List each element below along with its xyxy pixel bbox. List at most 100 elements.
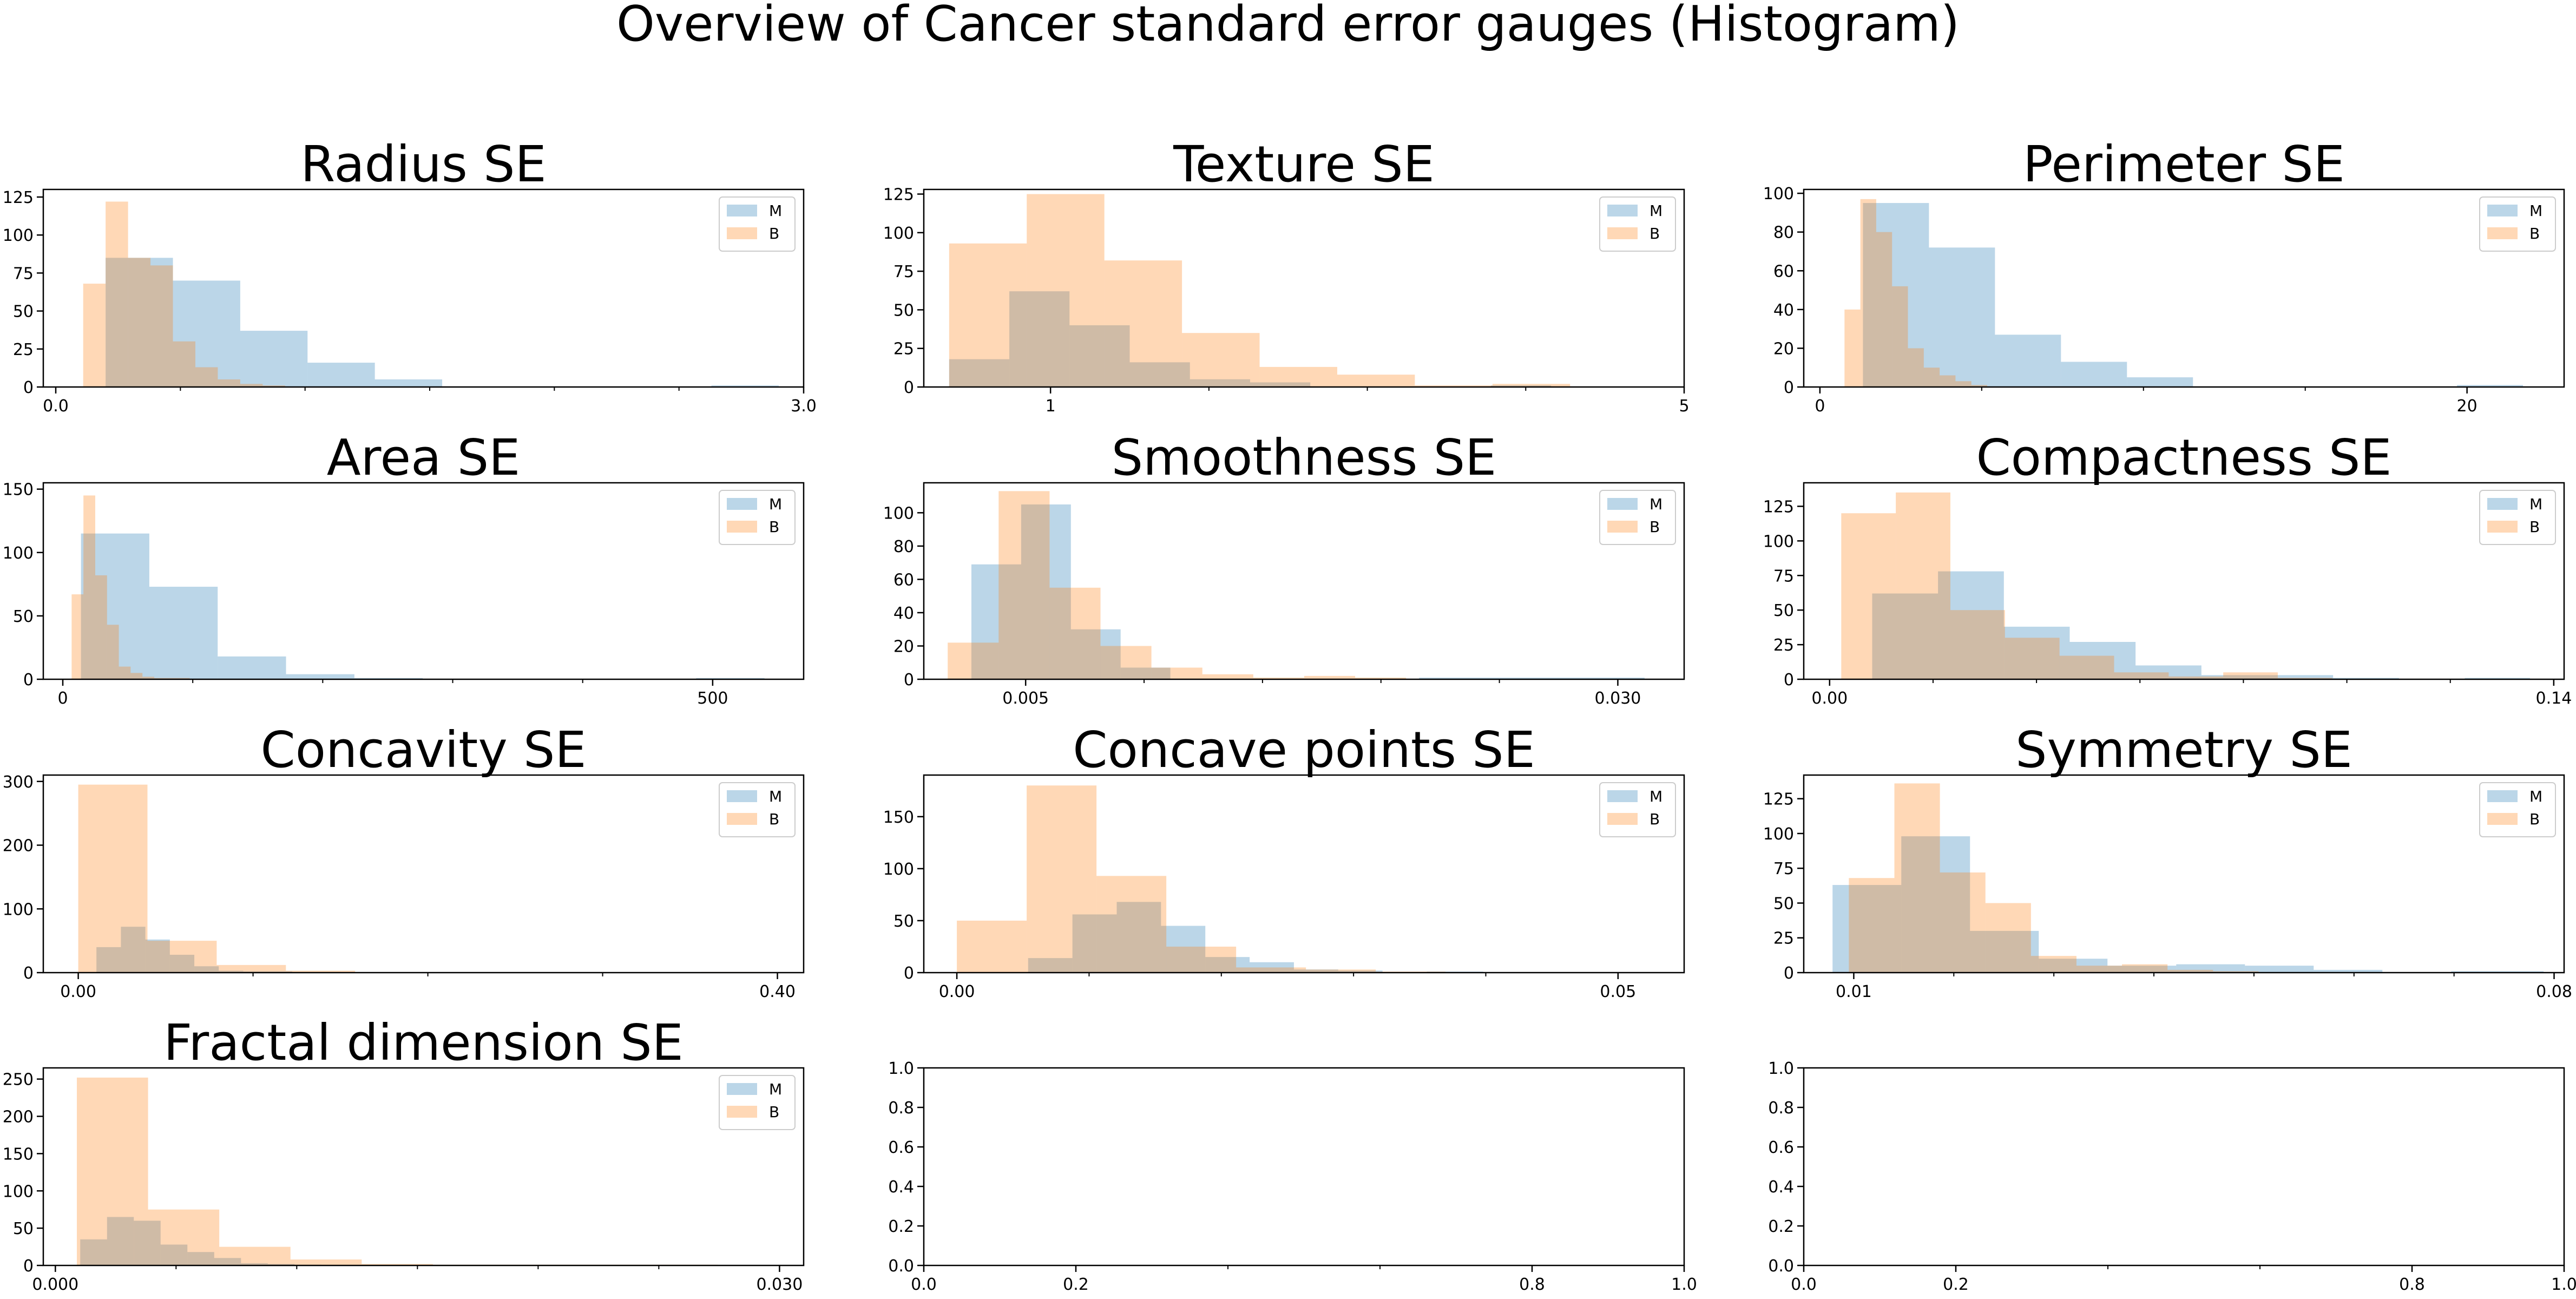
bar-B-7 xyxy=(142,677,155,679)
y-tick-label: 100 xyxy=(883,224,914,243)
x-tick-label: 0.05 xyxy=(1600,982,1636,1001)
bar-B-1 xyxy=(957,920,1027,973)
bar-M-3 xyxy=(134,1221,161,1265)
x-tick-label: 0.030 xyxy=(1595,689,1641,708)
legend-label-M: M xyxy=(769,1080,782,1098)
bar-B-4 xyxy=(1985,903,2031,973)
bar-B-1 xyxy=(71,594,84,679)
bar-B-2 xyxy=(1860,199,1876,387)
legend-label-B: B xyxy=(1650,518,1660,536)
x-tick-label: 0.0 xyxy=(911,1275,937,1294)
legend-swatch-B xyxy=(1607,813,1638,825)
bar-M-3 xyxy=(218,656,286,679)
legend-label-B: B xyxy=(769,518,779,536)
bar-B-6 xyxy=(1202,674,1253,679)
legend-label-M: M xyxy=(1650,788,1662,805)
legend: MB xyxy=(719,1075,796,1130)
bar-M-2 xyxy=(1021,504,1071,679)
bar-M-1 xyxy=(96,947,121,973)
subplot-2: Texture SE 0 25 50 75 100 125 1 5 MB xyxy=(883,135,1690,416)
bar-M-1 xyxy=(1863,203,1929,387)
bar-B-3 xyxy=(1950,610,2005,679)
y-tick-label: 125 xyxy=(1763,790,1794,809)
y-tick-label: 0.4 xyxy=(888,1178,914,1197)
legend: MB xyxy=(719,196,796,252)
y-tick-label: 80 xyxy=(893,537,914,556)
y-tick-label: 50 xyxy=(13,303,34,322)
bar-B-3 xyxy=(1876,232,1892,387)
bar-B-7 xyxy=(2168,676,2224,679)
x-tick-label: 0.2 xyxy=(1943,1275,1969,1294)
y-tick-label: 100 xyxy=(883,860,914,879)
bar-M-2 xyxy=(1009,291,1070,387)
bar-M-7 xyxy=(2267,675,2334,679)
bar-M-5 xyxy=(1190,379,1250,387)
y-tick-label: 40 xyxy=(893,604,914,623)
subplot-title: Symmetry SE xyxy=(2015,721,2352,779)
bar-B-8 xyxy=(2167,969,2213,973)
bar-M-4 xyxy=(160,1244,188,1265)
bar-B-4 xyxy=(1892,286,1908,387)
bar-M-2 xyxy=(1072,914,1117,973)
legend-swatch-M xyxy=(1607,498,1638,510)
figure-title: Overview of Cancer standard error gauges… xyxy=(616,0,1960,53)
bar-B-4 xyxy=(2005,638,2060,679)
y-tick-label: 20 xyxy=(1773,339,1794,358)
bar-M-6 xyxy=(1250,962,1294,973)
y-tick-label: 0 xyxy=(23,1257,34,1276)
subplot-9: Symmetry SE 0 25 50 75 100 125 0.01 0.08 MB xyxy=(1763,721,2572,1001)
bar-B-6 xyxy=(2114,672,2169,679)
bar-B-3 xyxy=(128,258,151,387)
bar-M-4 xyxy=(2061,362,2127,387)
y-tick-label: 0 xyxy=(1784,964,1794,983)
bar-B-6 xyxy=(1306,969,1376,973)
legend: MB xyxy=(1599,490,1676,545)
x-tick-label: 0.030 xyxy=(756,1275,803,1294)
subplot-title: Concavity SE xyxy=(260,721,586,779)
y-tick-label: 50 xyxy=(893,301,914,320)
bar-B-2 xyxy=(1894,783,1940,973)
legend-swatch-B xyxy=(2487,521,2518,533)
bar-B-3 xyxy=(216,965,286,973)
bar-B-7 xyxy=(2122,964,2168,973)
bar-M-3 xyxy=(1970,930,2039,973)
bar-B-8 xyxy=(240,384,263,387)
bar-B-2 xyxy=(1896,492,1950,679)
y-tick-label: 100 xyxy=(3,1182,34,1201)
bar-B-6 xyxy=(130,673,143,679)
legend-box xyxy=(1599,782,1676,837)
y-tick-label: 20 xyxy=(893,637,914,656)
legend-swatch-B xyxy=(1607,227,1638,239)
bar-B-1 xyxy=(948,642,999,679)
bar-B-7 xyxy=(218,379,240,387)
y-tick-label: 0 xyxy=(1784,378,1794,397)
legend-label-B: B xyxy=(2529,518,2540,536)
y-tick-label: 50 xyxy=(13,607,34,626)
y-tick-label: 40 xyxy=(1773,301,1794,320)
legend-label-B: B xyxy=(1650,810,1660,828)
legend-label-M: M xyxy=(1650,495,1662,513)
x-tick-label: 0.000 xyxy=(32,1275,78,1294)
bar-M-7 xyxy=(2245,966,2314,973)
bar-M-6 xyxy=(219,970,244,973)
bar-M-3 xyxy=(1995,334,2061,387)
bar-M-2 xyxy=(1901,836,1970,973)
legend-box xyxy=(1599,490,1676,545)
y-tick-label: 0.0 xyxy=(1768,1257,1794,1276)
bar-B-4 xyxy=(1100,646,1152,679)
bar-M-10 xyxy=(1490,385,1552,387)
legend-swatch-M xyxy=(727,790,757,802)
x-tick-label: 1.0 xyxy=(2551,1275,2576,1294)
y-tick-label: 0.8 xyxy=(1768,1099,1794,1118)
y-tick-label: 100 xyxy=(3,900,34,919)
subplot-1: Radius SE 0 25 50 75 100 125 0.0 3.0 MB xyxy=(3,135,817,416)
subplot-4: Area SE 0 50 100 150 0 500 MB xyxy=(3,429,805,708)
bar-B-1 xyxy=(76,1077,148,1265)
y-tick-label: 0 xyxy=(904,378,914,397)
legend: MB xyxy=(719,782,796,837)
y-tick-label: 1.0 xyxy=(888,1059,914,1078)
legend: MB xyxy=(1599,782,1676,837)
bar-B-1 xyxy=(949,243,1027,387)
x-tick-label: 0.00 xyxy=(1811,689,1848,708)
